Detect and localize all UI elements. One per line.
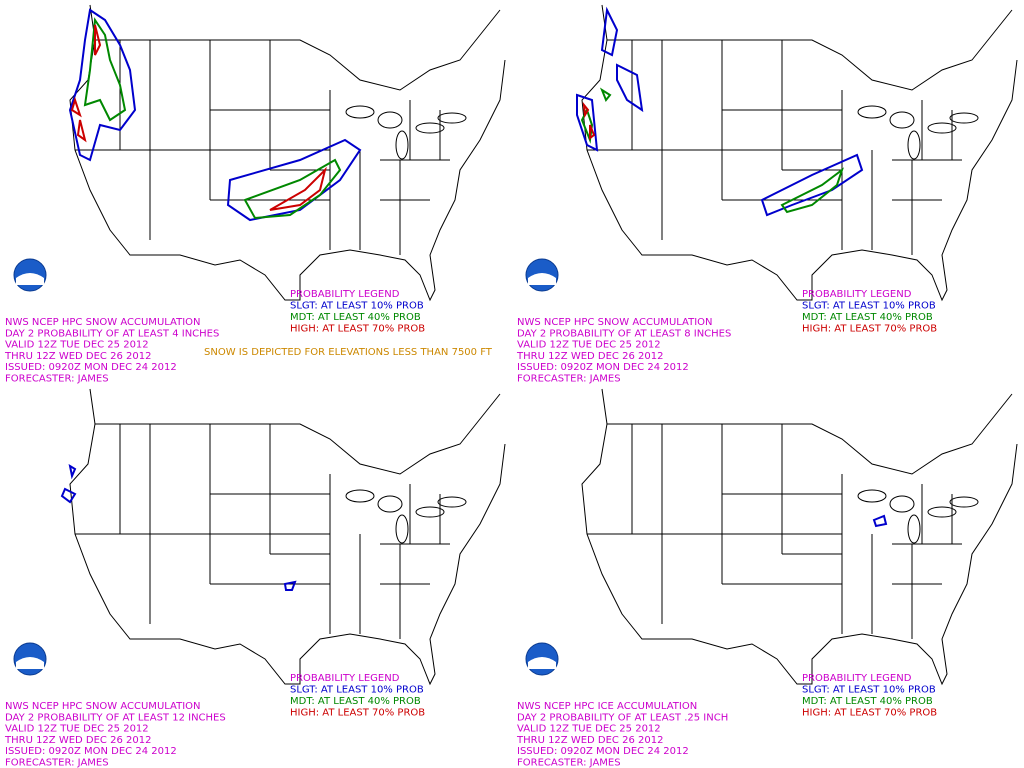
legend-title: PROBABILITY LEGEND — [290, 289, 400, 300]
header-line: DAY 2 PROBABILITY OF AT LEAST 12 INCHES — [5, 712, 226, 723]
great-lake — [377, 495, 403, 513]
noaa-logo-wave — [16, 657, 44, 669]
great-lake — [345, 489, 375, 503]
great-lake — [889, 111, 915, 129]
header-line: VALID 12Z TUE DEC 25 2012 — [5, 724, 149, 735]
header-line: DAY 2 PROBABILITY OF AT LEAST .25 INCH — [517, 712, 728, 723]
noaa-logo-wave — [528, 273, 556, 285]
great-lake — [437, 496, 467, 508]
great-lake — [345, 105, 375, 119]
header-line: THRU 12Z WED DEC 26 2012 — [516, 735, 663, 746]
probability-contour — [576, 6, 864, 217]
legend-item: HIGH: AT LEAST 70% PROB — [290, 708, 425, 719]
header-line: FORECASTER: JAMES — [5, 758, 109, 768]
great-lake — [907, 130, 921, 160]
legend-item: SLGT: AT LEAST 10% PROB — [290, 685, 424, 696]
legend-item: MDT: AT LEAST 40% PROB — [290, 696, 421, 707]
header-line: ISSUED: 0920Z MON DEC 24 2012 — [5, 746, 177, 757]
legend-item: MDT: AT LEAST 40% PROB — [802, 312, 933, 323]
legend-title: PROBABILITY LEGEND — [290, 673, 400, 684]
header-line: ISSUED: 0920Z MON DEC 24 2012 — [517, 746, 689, 757]
great-lake — [377, 111, 403, 129]
header-line: DAY 2 PROBABILITY OF AT LEAST 4 INCHES — [5, 328, 219, 339]
probability-contour — [70, 24, 327, 211]
elevation-note: SNOW IS DEPICTED FOR ELEVATIONS LESS THA… — [204, 347, 493, 358]
header-line: NWS NCEP HPC SNOW ACCUMULATION — [5, 701, 201, 712]
header-line: VALID 12Z TUE DEC 25 2012 — [517, 340, 661, 351]
header-line: DAY 2 PROBABILITY OF AT LEAST 8 INCHES — [517, 328, 731, 339]
state-borders — [75, 424, 450, 639]
header-line: FORECASTER: JAMES — [5, 374, 109, 385]
legend-item: HIGH: AT LEAST 70% PROB — [290, 324, 425, 335]
header-line: FORECASTER: JAMES — [517, 374, 621, 385]
great-lake — [857, 105, 887, 119]
great-lake — [889, 495, 915, 513]
probability-contour — [60, 463, 297, 591]
header-line: THRU 12Z WED DEC 26 2012 — [4, 351, 151, 362]
probability-contour — [872, 514, 888, 528]
legend-item: HIGH: AT LEAST 70% PROB — [802, 708, 937, 719]
great-lake — [857, 489, 887, 503]
great-lake — [395, 514, 409, 544]
header-line: ISSUED: 0920Z MON DEC 24 2012 — [5, 362, 177, 373]
probability-contour — [83, 17, 342, 220]
legend-item: SLGT: AT LEAST 10% PROB — [290, 301, 424, 312]
legend-item: SLGT: AT LEAST 10% PROB — [802, 301, 936, 312]
header-line: FORECASTER: JAMES — [517, 758, 621, 768]
legend-item: MDT: AT LEAST 40% PROB — [802, 696, 933, 707]
noaa-logo-wave — [16, 273, 44, 285]
coastline — [69, 388, 506, 686]
header-line: NWS NCEP HPC SNOW ACCUMULATION — [5, 317, 201, 328]
great-lake — [395, 130, 409, 160]
great-lake — [907, 514, 921, 544]
header-line: THRU 12Z WED DEC 26 2012 — [4, 735, 151, 746]
legend-item: HIGH: AT LEAST 70% PROB — [802, 324, 937, 335]
great-lake — [437, 112, 467, 124]
state-borders — [587, 424, 962, 639]
great-lake — [949, 496, 979, 508]
header-line: VALID 12Z TUE DEC 25 2012 — [5, 340, 149, 351]
coastline — [69, 4, 506, 302]
great-lake — [927, 122, 957, 134]
probability-contour — [580, 87, 844, 214]
legend-title: PROBABILITY LEGEND — [802, 289, 912, 300]
great-lake — [415, 122, 445, 134]
legend-item: SLGT: AT LEAST 10% PROB — [802, 685, 936, 696]
header-line: ISSUED: 0920Z MON DEC 24 2012 — [517, 362, 689, 373]
header-line: VALID 12Z TUE DEC 25 2012 — [517, 724, 661, 735]
legend-title: PROBABILITY LEGEND — [802, 673, 912, 684]
noaa-logo-wave — [528, 657, 556, 669]
great-lake — [927, 506, 957, 518]
probability-contour — [68, 8, 362, 222]
coastline — [581, 4, 1018, 302]
coastline — [581, 388, 1018, 686]
header-line: NWS NCEP HPC ICE ACCUMULATION — [517, 701, 697, 712]
header-line: THRU 12Z WED DEC 26 2012 — [516, 351, 663, 362]
great-lake — [415, 506, 445, 518]
state-borders — [75, 40, 450, 255]
header-line: NWS NCEP HPC SNOW ACCUMULATION — [517, 317, 713, 328]
legend-item: MDT: AT LEAST 40% PROB — [290, 312, 421, 323]
probability-contour — [582, 101, 596, 140]
state-borders — [587, 40, 962, 255]
great-lake — [949, 112, 979, 124]
